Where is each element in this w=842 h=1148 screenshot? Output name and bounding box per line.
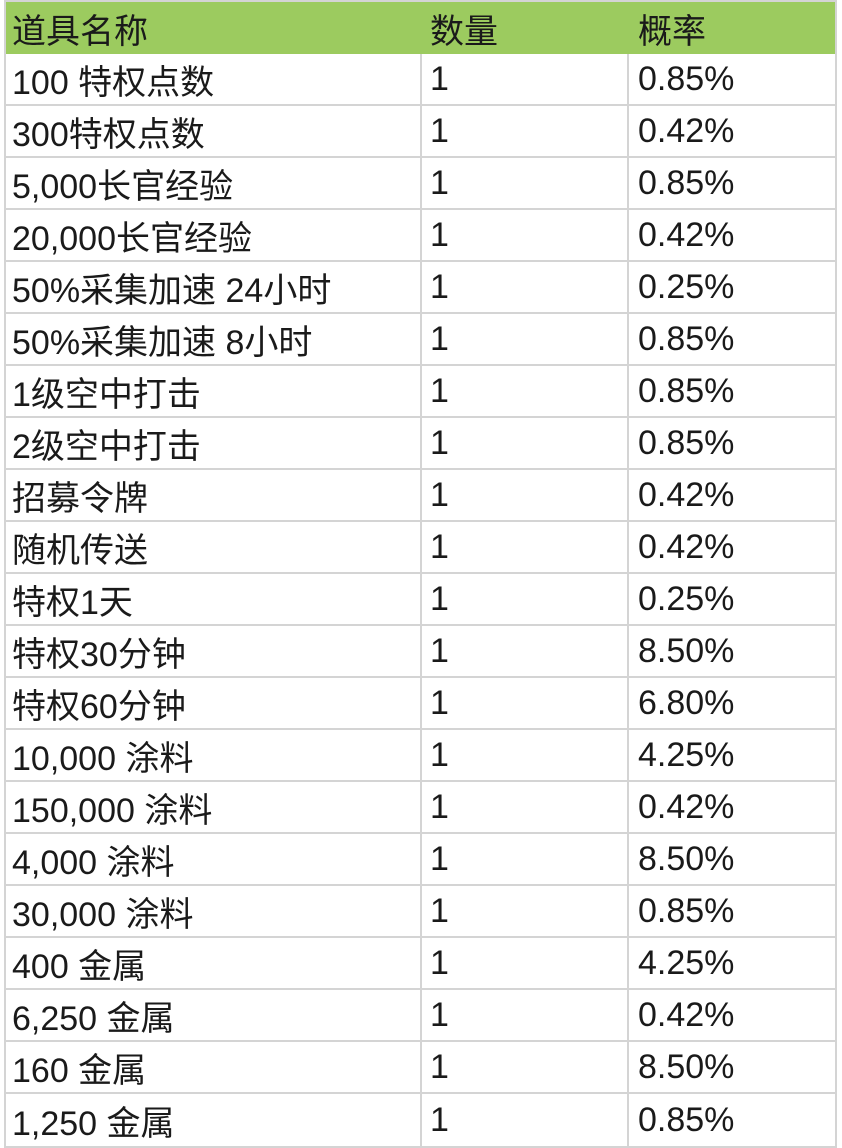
item-name-cell: 1级空中打击: [6, 366, 422, 418]
quantity-cell: 1: [422, 366, 629, 418]
quantity-cell: 1: [422, 158, 629, 210]
table-row: 20,000长官经验 1 0.42%: [6, 210, 835, 262]
probability-cell: 4.25%: [629, 730, 835, 782]
probability-table: 道具名称 数量 概率 100 特权点数 1 0.85% 300特权点数 1 0.…: [4, 0, 837, 1148]
table-body: 100 特权点数 1 0.85% 300特权点数 1 0.42% 5,000长官…: [6, 54, 835, 1146]
quantity-cell: 1: [422, 418, 629, 470]
item-name-cell: 1,250 金属: [6, 1094, 422, 1146]
item-name-cell: 20,000长官经验: [6, 210, 422, 262]
table-row: 6,250 金属 1 0.42%: [6, 990, 835, 1042]
item-name-cell: 特权60分钟: [6, 678, 422, 730]
item-name-cell: 30,000 涂料: [6, 886, 422, 938]
table-row: 1级空中打击 1 0.85%: [6, 366, 835, 418]
item-name-cell: 100 特权点数: [6, 54, 422, 106]
table-row: 特权30分钟 1 8.50%: [6, 626, 835, 678]
quantity-cell: 1: [422, 782, 629, 834]
item-name-cell: 2级空中打击: [6, 418, 422, 470]
table-row: 特权60分钟 1 6.80%: [6, 678, 835, 730]
probability-cell: 0.85%: [629, 418, 835, 470]
table-row: 招募令牌 1 0.42%: [6, 470, 835, 522]
quantity-cell: 1: [422, 106, 629, 158]
table-row: 400 金属 1 4.25%: [6, 938, 835, 990]
quantity-cell: 1: [422, 678, 629, 730]
table-row: 150,000 涂料 1 0.42%: [6, 782, 835, 834]
table-row: 2级空中打击 1 0.85%: [6, 418, 835, 470]
table-row: 50%采集加速 8小时 1 0.85%: [6, 314, 835, 366]
probability-cell: 0.85%: [629, 366, 835, 418]
quantity-cell: 1: [422, 886, 629, 938]
item-name-cell: 5,000长官经验: [6, 158, 422, 210]
quantity-cell: 1: [422, 210, 629, 262]
item-name-cell: 150,000 涂料: [6, 782, 422, 834]
probability-cell: 0.42%: [629, 470, 835, 522]
quantity-cell: 1: [422, 574, 629, 626]
probability-cell: 0.25%: [629, 262, 835, 314]
item-name-cell: 50%采集加速 8小时: [6, 314, 422, 366]
probability-cell: 0.42%: [629, 522, 835, 574]
item-name-cell: 特权30分钟: [6, 626, 422, 678]
table-row: 4,000 涂料 1 8.50%: [6, 834, 835, 886]
item-name-cell: 招募令牌: [6, 470, 422, 522]
table-row: 300特权点数 1 0.42%: [6, 106, 835, 158]
probability-cell: 0.42%: [629, 990, 835, 1042]
table-row: 100 特权点数 1 0.85%: [6, 54, 835, 106]
probability-cell: 0.85%: [629, 314, 835, 366]
column-header-probability: 概率: [629, 2, 835, 54]
probability-cell: 8.50%: [629, 834, 835, 886]
table-row: 160 金属 1 8.50%: [6, 1042, 835, 1094]
probability-cell: 0.25%: [629, 574, 835, 626]
table-row: 1,250 金属 1 0.85%: [6, 1094, 835, 1146]
table-row: 50%采集加速 24小时 1 0.25%: [6, 262, 835, 314]
column-header-quantity: 数量: [422, 2, 629, 54]
item-name-cell: 10,000 涂料: [6, 730, 422, 782]
quantity-cell: 1: [422, 730, 629, 782]
probability-cell: 8.50%: [629, 626, 835, 678]
table-row: 随机传送 1 0.42%: [6, 522, 835, 574]
quantity-cell: 1: [422, 834, 629, 886]
item-name-cell: 400 金属: [6, 938, 422, 990]
table-row: 特权1天 1 0.25%: [6, 574, 835, 626]
probability-cell: 0.85%: [629, 886, 835, 938]
quantity-cell: 1: [422, 262, 629, 314]
probability-cell: 0.85%: [629, 54, 835, 106]
item-name-cell: 随机传送: [6, 522, 422, 574]
item-name-cell: 4,000 涂料: [6, 834, 422, 886]
column-header-item-name: 道具名称: [6, 2, 422, 54]
probability-cell: 0.42%: [629, 210, 835, 262]
quantity-cell: 1: [422, 1094, 629, 1146]
item-name-cell: 特权1天: [6, 574, 422, 626]
probability-cell: 0.85%: [629, 158, 835, 210]
table-row: 30,000 涂料 1 0.85%: [6, 886, 835, 938]
quantity-cell: 1: [422, 314, 629, 366]
table-row: 10,000 涂料 1 4.25%: [6, 730, 835, 782]
item-name-cell: 300特权点数: [6, 106, 422, 158]
quantity-cell: 1: [422, 54, 629, 106]
probability-cell: 0.85%: [638, 1100, 735, 1139]
table-row: 5,000长官经验 1 0.85%: [6, 158, 835, 210]
quantity-cell: 1: [422, 470, 629, 522]
probability-cell: 4.25%: [629, 938, 835, 990]
quantity-cell: 1: [422, 522, 629, 574]
quantity-cell: 1: [422, 990, 629, 1042]
quantity-cell: 1: [422, 1042, 629, 1094]
item-name-cell: 50%采集加速 24小时: [6, 262, 422, 314]
quantity-cell: 1: [422, 626, 629, 678]
probability-cell: 0.42%: [629, 106, 835, 158]
probability-cell: 0.42%: [629, 782, 835, 834]
probability-cell: 6.80%: [629, 678, 835, 730]
quantity-cell: 1: [422, 938, 629, 990]
item-name-cell: 160 金属: [6, 1042, 422, 1094]
table-header-row: 道具名称 数量 概率: [6, 2, 835, 54]
item-name-cell: 6,250 金属: [6, 990, 422, 1042]
probability-cell: 8.50%: [629, 1042, 835, 1094]
